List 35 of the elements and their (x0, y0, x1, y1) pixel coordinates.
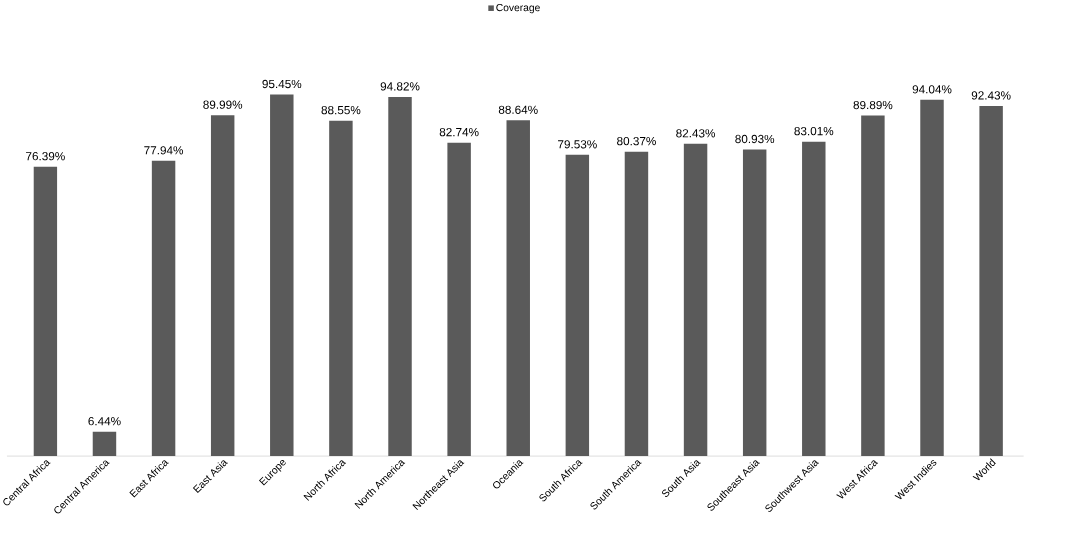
data-label: 92.43% (971, 91, 1011, 100)
data-label: 88.55% (321, 106, 361, 115)
data-label: 82.43% (676, 129, 716, 138)
bar (565, 154, 590, 457)
data-label: 83.01% (794, 127, 834, 136)
bar (979, 106, 1003, 457)
bar (388, 96, 412, 457)
bar (329, 120, 353, 457)
bar (920, 99, 944, 457)
data-label: 89.99% (203, 100, 243, 109)
bar (151, 160, 176, 457)
data-label: 95.45% (262, 79, 302, 89)
bar (861, 115, 885, 457)
bar (742, 149, 767, 457)
bar (802, 141, 826, 457)
bar (624, 151, 649, 457)
data-label: 6.44% (88, 417, 121, 426)
bar (270, 94, 294, 457)
bar (683, 143, 708, 457)
bar (92, 431, 117, 457)
data-label: 94.04% (912, 85, 952, 94)
data-label: 94.82% (380, 82, 420, 91)
legend-label: Coverage (496, 3, 540, 14)
data-label: 80.93% (735, 134, 775, 144)
data-label: 89.89% (853, 100, 893, 110)
data-label: 82.74% (439, 128, 479, 137)
data-label: 80.37% (617, 137, 656, 146)
bar (33, 166, 58, 457)
data-label: 77.94% (144, 146, 184, 155)
bar (210, 115, 235, 457)
bar (447, 142, 471, 457)
bar (506, 120, 530, 457)
data-label: 76.39% (26, 152, 65, 161)
data-label: 79.53% (558, 140, 597, 149)
data-label: 88.64% (498, 105, 538, 115)
